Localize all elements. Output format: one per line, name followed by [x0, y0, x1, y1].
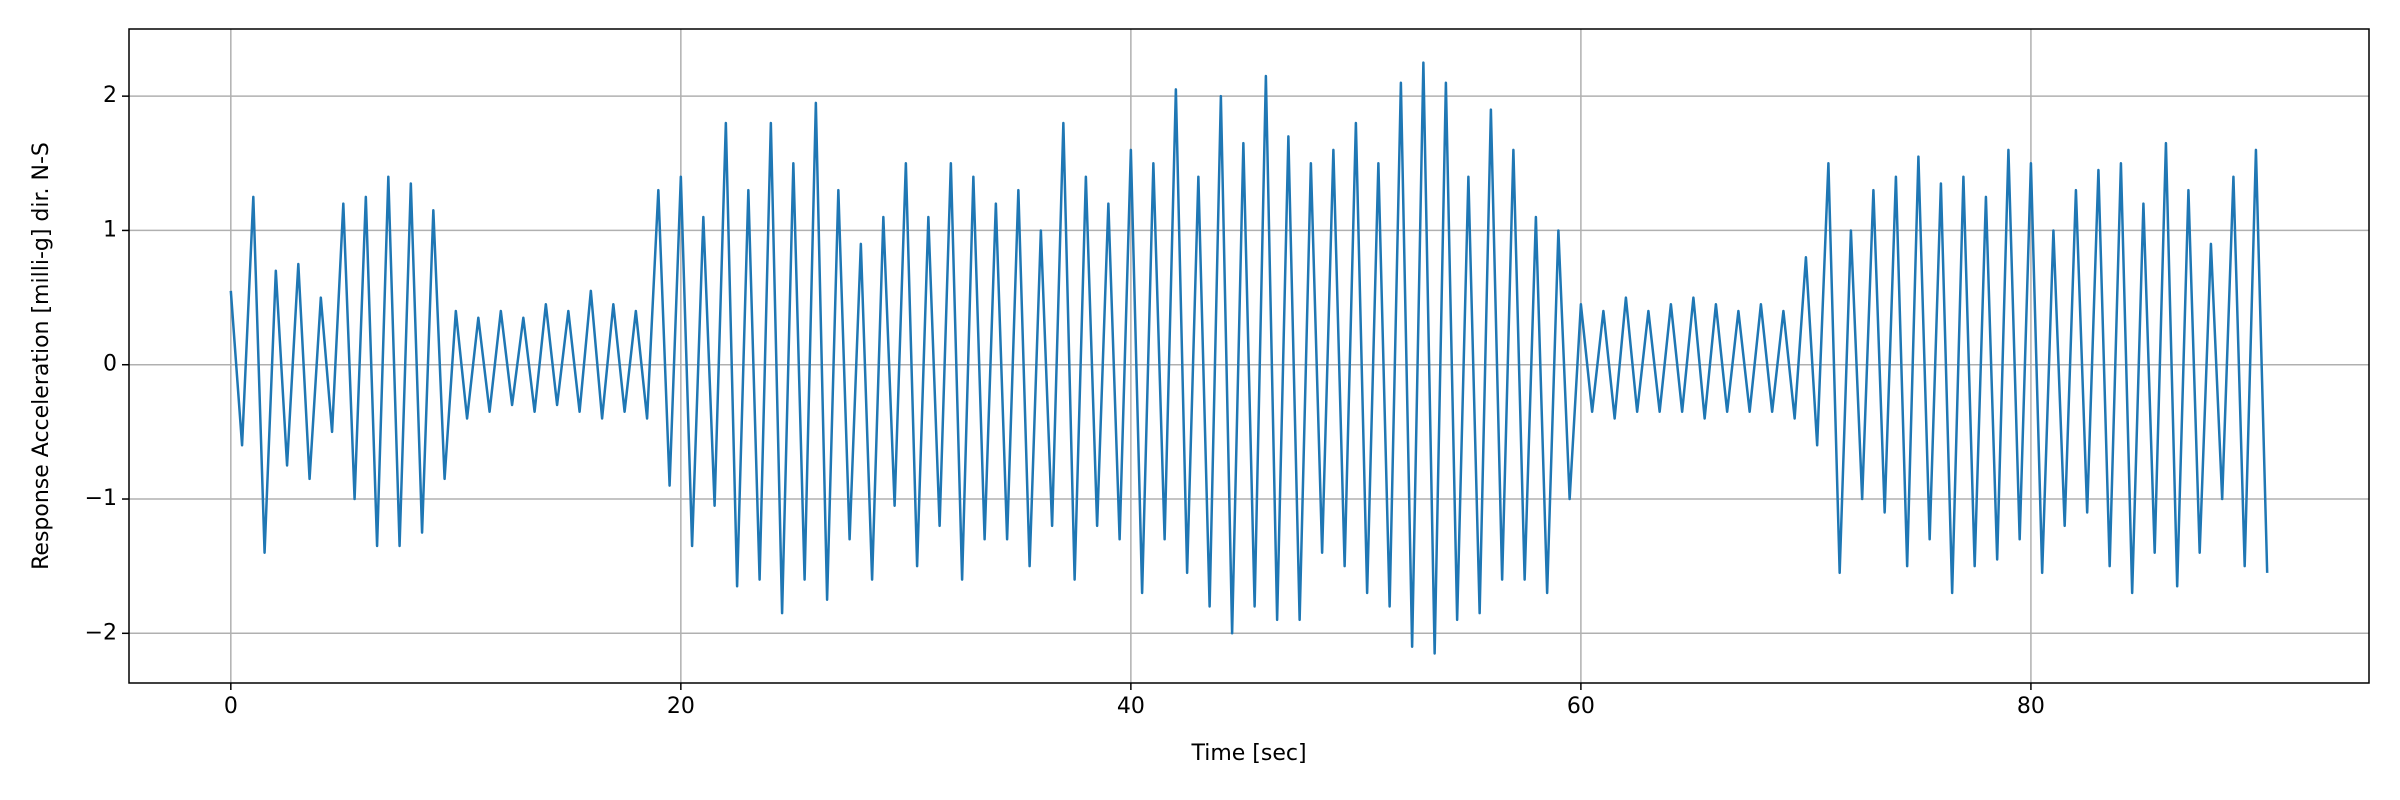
plot-area: [229, 61, 2269, 655]
axes-frame: [128, 28, 2370, 684]
ticks: 0 20 40 60 80 −2 −1 0 1 2: [85, 83, 2045, 719]
grid: [129, 29, 2369, 683]
x-tick-label: 20: [667, 694, 695, 719]
x-axis-label: Time [sec]: [1190, 741, 1306, 766]
y-axis-label: Response Acceleration [milli-g] dir. N-S: [29, 142, 54, 570]
y-tick-label: −1: [85, 486, 117, 511]
y-tick-label: −2: [85, 620, 117, 645]
x-tick-label: 60: [1567, 694, 1595, 719]
y-tick-label: 0: [103, 352, 117, 377]
x-tick-label: 80: [2017, 694, 2045, 719]
y-tick-label: 2: [103, 83, 117, 108]
y-tick-label: 1: [103, 217, 117, 242]
x-tick-label: 0: [224, 694, 238, 719]
signal-line: [229, 61, 2269, 655]
x-tick-label: 40: [1117, 694, 1145, 719]
